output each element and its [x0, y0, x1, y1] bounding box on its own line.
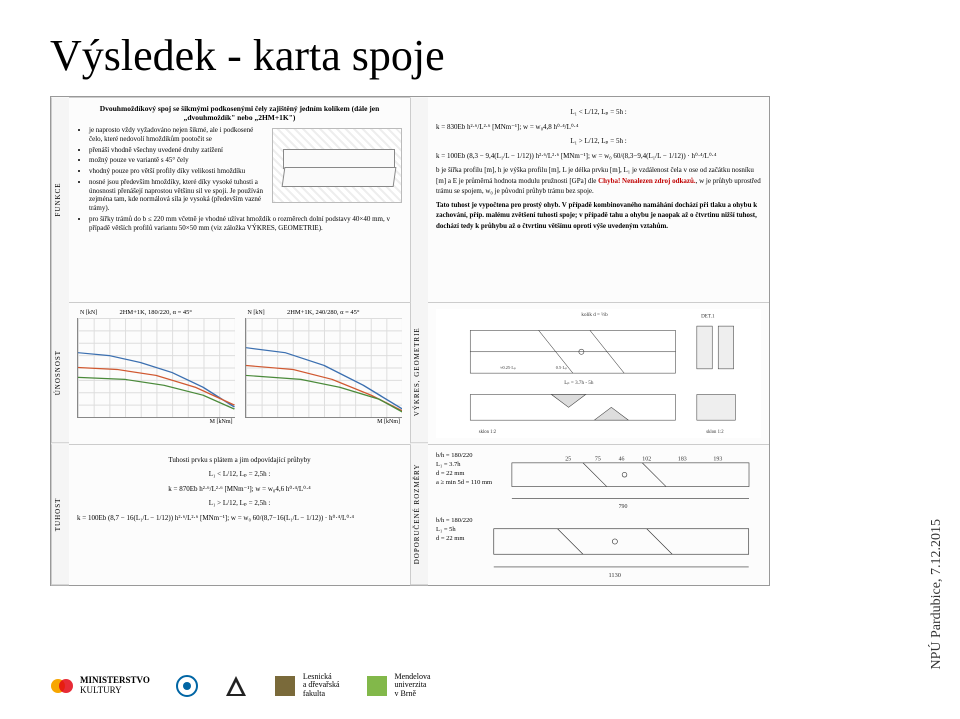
vlabel-vykres: VÝKRES, GEOMETRIE: [410, 302, 428, 443]
axis-x: M [kNm]: [210, 419, 233, 425]
chart-1-title: 2HM+1K, 180/220, α = 45°: [77, 309, 235, 316]
svg-text:≈0.25·Lₚ: ≈0.25·Lₚ: [500, 365, 516, 370]
svg-text:102: 102: [642, 456, 651, 462]
cell-rozmery: b/h = 180/220 L₁ = 3.7h d = 22 mm a ≥ mi…: [428, 444, 769, 585]
vlabel-funkce: FUNKCE: [51, 97, 69, 302]
rozmery-l1: L₁ = 5h: [436, 525, 473, 534]
formula-line: k = 100Eb (8,3 − 9,4(L₁/L − 1/12)) h²·⁶/…: [436, 151, 761, 162]
chart-2: 2HM+1K, 240/280, α = 45° N [kN] M [kNm]: [245, 309, 403, 437]
rozmery-d: d = 22 mm: [436, 469, 492, 478]
logo-triangle: [224, 674, 248, 698]
svg-text:46: 46: [619, 456, 625, 462]
svg-text:183: 183: [678, 456, 687, 462]
vlabel-blank: [410, 97, 428, 302]
dimension-drawing-2: 1130: [481, 516, 761, 580]
joint-3d-diagram: [272, 128, 402, 203]
formula-line: L₁ < L/12, Lₚ = 2,5h :: [77, 469, 402, 480]
bullet: pro šířky trámů do b ≤ 220 mm včetně je …: [89, 215, 402, 233]
slide: Výsledek - karta spoje FUNKCE Dvouhmoždí…: [0, 0, 960, 719]
technical-drawing: kolík d = ½b DET.1 Lₚ = 3.7h - 5h ≈0.25·…: [436, 309, 761, 437]
formula-line: L₁ > L/12, Lₚ = 2,5h :: [77, 498, 402, 509]
svg-text:25: 25: [565, 456, 571, 462]
svg-text:1130: 1130: [608, 572, 620, 579]
cell-right-formulas: L₁ < L/12, Lₚ = 5h : k = 830Eb h²·⁶/L²·⁶…: [428, 97, 769, 302]
svg-text:193: 193: [714, 456, 723, 462]
footer-logos: MINISTERSTVOKULTURY Lesnickáa dřevařskáf…: [50, 673, 910, 699]
vlabel-rozmery: DOPORUČENÉ ROZMĚRY: [410, 444, 428, 585]
logo-mendelu: Mendelovauniverzitav Brně: [365, 673, 431, 699]
cell-vykres: kolík d = ½b DET.1 Lₚ = 3.7h - 5h ≈0.25·…: [428, 302, 769, 443]
logo-circle: [175, 674, 199, 698]
cell-funkce: Dvouhmoždíkový spoj se šikmými podkosený…: [69, 97, 410, 302]
formula-line: k = 100Eb (8,7 − 16(L₁/L − 1/12)) h²·⁶/L…: [77, 513, 402, 524]
svg-text:0.5·Lₚ: 0.5·Lₚ: [556, 365, 567, 370]
formula-line: L₁ < L/12, Lₚ = 5h :: [436, 107, 761, 118]
axis-x: M [kNm]: [377, 419, 400, 425]
svg-text:DET.1: DET.1: [701, 314, 715, 320]
cell-tuhost: Tuhosti prvku s plátem a jim odpovídajíc…: [69, 444, 410, 585]
chart-2-title: 2HM+1K, 240/280, α = 45°: [245, 309, 403, 316]
rozmery-a: a ≥ min 5d = 110 mm: [436, 478, 492, 487]
svg-text:sklon 1:2: sklon 1:2: [706, 430, 724, 435]
svg-text:790: 790: [619, 504, 628, 510]
svg-text:sklon 1:2: sklon 1:2: [479, 430, 497, 435]
logo-lesnicka: Lesnickáa dřevařskáfakulta: [273, 673, 340, 699]
axis-y: N [kN]: [80, 310, 97, 316]
side-date-text: NPÚ Pardubice, 7.12.2015: [929, 519, 945, 670]
explain-para-2: Tato tuhost je vypočtena pro prostý ohyb…: [436, 200, 761, 232]
formula-line: k = 870Eb h²·⁶/L²·⁶ [MNm⁻¹]; w = w₀4,6 h…: [77, 484, 402, 495]
formula-line: L₁ > L/12, Lₚ = 5h :: [436, 136, 761, 147]
svg-text:Lₚ = 3.7h - 5h: Lₚ = 3.7h - 5h: [564, 381, 594, 387]
slide-title: Výsledek - karta spoje: [50, 30, 910, 81]
kolik-label: kolík d = ½b: [581, 311, 608, 318]
logo-ministerstvo: MINISTERSTVOKULTURY: [50, 674, 150, 698]
rozmery-l1: L₁ = 3.7h: [436, 460, 492, 469]
dimension-drawing-1: 25 75 46 102 183 193 790: [500, 451, 761, 510]
chart-1: 2HM+1K, 180/220, α = 45° N [kN] M [kNm]: [77, 309, 235, 437]
vlabel-unosnost: ÚNOSNOST: [51, 302, 69, 443]
vlabel-tuhost: TUHOST: [51, 444, 69, 585]
tuhost-title: Tuhosti prvku s plátem a jim odpovídajíc…: [77, 455, 402, 466]
rozmery-head: b/h = 180/220: [436, 516, 473, 525]
rozmery-head: b/h = 180/220: [436, 451, 492, 460]
svg-text:75: 75: [595, 456, 601, 462]
cell-unosnost: 2HM+1K, 180/220, α = 45° N [kN] M [kNm] …: [69, 302, 410, 443]
joint-title: Dvouhmoždíkový spoj se šikmými podkosený…: [77, 104, 402, 122]
axis-y: N [kN]: [248, 310, 265, 316]
content-panel: FUNKCE Dvouhmoždíkový spoj se šikmými po…: [50, 96, 770, 586]
explain-para: b je šířka profilu [m], h je výška profi…: [436, 165, 761, 197]
formula-line: k = 830Eb h²·⁶/L²·⁶ [MNm⁻¹]; w = w₀4,8 h…: [436, 122, 761, 133]
rozmery-d: d = 22 mm: [436, 534, 473, 543]
